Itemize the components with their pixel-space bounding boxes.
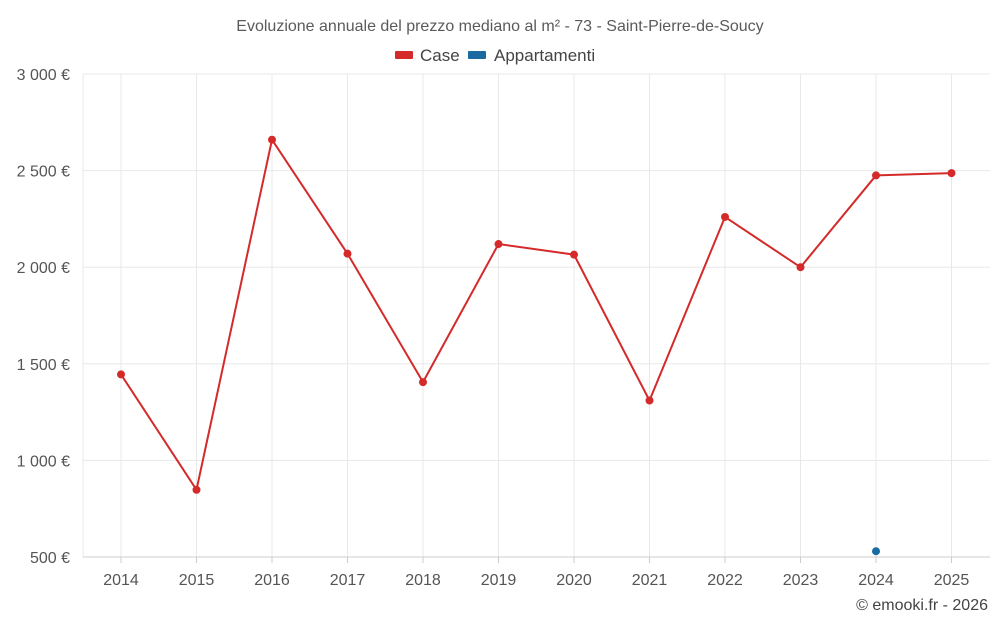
data-point-case: [494, 240, 503, 249]
data-point-case: [419, 378, 427, 387]
chart-title: Evoluzione annuale del prezzo mediano al…: [236, 18, 763, 35]
legend: Case Appartamenti: [395, 46, 595, 65]
legend-swatch-appartamenti: [468, 51, 486, 59]
data-point-appartamenti: [872, 547, 880, 556]
legend-swatch-case: [395, 51, 413, 59]
x-tick-label: 2016: [254, 572, 290, 589]
y-tick-label: 1 000 €: [17, 453, 70, 470]
axes: 500 € 1 000 € 1 500 € 2 000 € 2 500 € 3 000 €…: [17, 67, 990, 589]
data-point-case: [192, 485, 201, 494]
series-appartamenti: [872, 547, 880, 556]
x-tick-label: 2014: [103, 572, 139, 589]
x-tick-label: 2018: [405, 572, 441, 589]
data-point-case: [570, 250, 578, 259]
x-tick-label: 2019: [481, 572, 517, 589]
y-tick-label: 3 000 €: [17, 67, 70, 84]
x-tick-label: 2025: [934, 572, 970, 589]
x-tick-label: 2022: [707, 572, 743, 589]
data-point-case: [343, 249, 352, 258]
series: [117, 135, 956, 556]
x-tick-label: 2021: [632, 572, 668, 589]
y-tick-label: 2 000 €: [17, 260, 70, 277]
data-point-case: [645, 396, 654, 405]
legend-item-appartamenti[interactable]: Appartamenti: [468, 46, 595, 65]
x-tick-label: 2017: [330, 572, 366, 589]
data-point-case: [796, 263, 805, 272]
data-point-case: [721, 212, 729, 221]
x-tick-label: 2015: [179, 572, 215, 589]
legend-label-case: Case: [420, 46, 460, 65]
y-tick-label: 1 500 €: [17, 357, 70, 374]
credit-text: © emooki.fr - 2026: [856, 597, 988, 614]
legend-item-case[interactable]: Case: [395, 46, 460, 65]
x-tick-label: 2024: [858, 572, 894, 589]
x-tick-label: 2020: [556, 572, 592, 589]
y-tick-label: 500 €: [30, 550, 70, 567]
series-line-case: [120, 138, 952, 491]
data-point-case: [268, 135, 276, 144]
x-tick-label: 2023: [783, 572, 819, 589]
data-point-case: [117, 370, 125, 379]
data-point-case: [872, 171, 880, 180]
legend-label-appartamenti: Appartamenti: [494, 46, 595, 65]
series-case: [117, 135, 956, 494]
grid: [82, 73, 990, 557]
y-tick-label: 2 500 €: [17, 164, 70, 181]
data-point-case: [947, 169, 956, 178]
